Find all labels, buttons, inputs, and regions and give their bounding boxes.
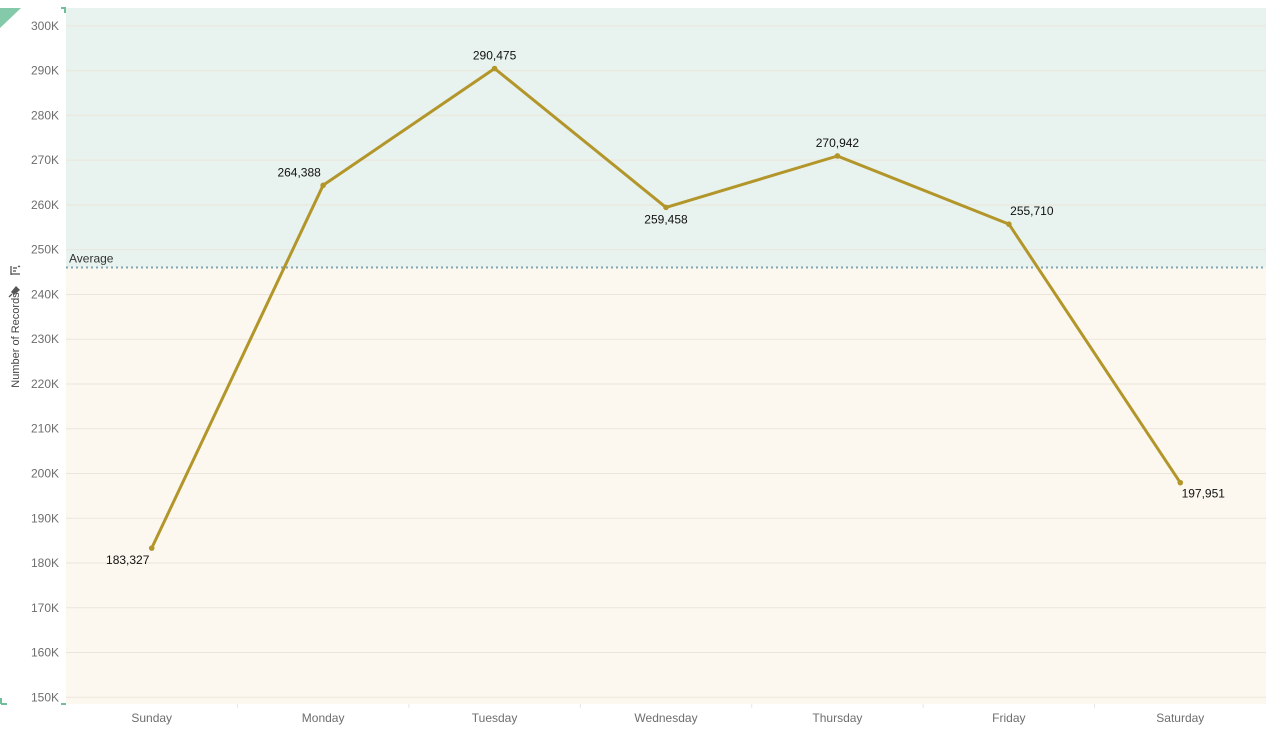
x-tick-label: Tuesday	[472, 711, 518, 725]
above-average-band	[66, 8, 1266, 268]
corner-marker-bottom-left	[0, 698, 66, 705]
data-point[interactable]	[320, 182, 326, 189]
y-tick-label: 170K	[31, 601, 59, 615]
x-tick-label: Thursday	[812, 711, 862, 725]
x-tick-label: Sunday	[131, 711, 172, 725]
data-label: 255,710	[1010, 204, 1054, 218]
x-tick-label: Monday	[302, 711, 345, 725]
data-point[interactable]	[491, 65, 498, 72]
corner-marker-top-left	[0, 7, 66, 28]
y-tick-label: 290K	[31, 64, 59, 78]
y-tick-label: 230K	[31, 332, 59, 346]
y-tick-label: 190K	[31, 511, 59, 525]
data-label: 270,942	[816, 136, 860, 150]
gridlines	[66, 25, 1266, 698]
x-tick-label: Friday	[992, 711, 1025, 725]
y-tick-label: 280K	[31, 108, 59, 122]
data-label: 183,327	[106, 553, 150, 567]
data-point[interactable]	[1177, 479, 1184, 486]
x-tick-label: Wednesday	[634, 711, 697, 725]
y-tick-label: 250K	[31, 243, 59, 257]
y-tick-label: 240K	[31, 287, 59, 301]
data-label: 197,951	[1182, 487, 1226, 501]
y-axis-title: Number of Records	[10, 292, 22, 388]
y-tick-label: 150K	[31, 690, 59, 704]
y-tick-label: 210K	[31, 422, 59, 436]
sort-icon[interactable]	[10, 265, 21, 275]
below-average-band	[66, 267, 1266, 704]
data-point[interactable]	[148, 545, 155, 551]
pin-icon[interactable]	[8, 286, 20, 298]
y-tick-label: 160K	[31, 646, 59, 660]
y-axis-ticks: 150K 160K 170K 180K 190K 200K 210K 220K 230K 240K…	[31, 19, 59, 704]
x-tick-label: Saturday	[1156, 711, 1204, 725]
y-tick-label: 270K	[31, 153, 59, 167]
y-tick-label: 260K	[31, 198, 59, 212]
data-points	[148, 65, 1184, 551]
data-label: 290,475	[473, 49, 517, 63]
data-point[interactable]	[663, 204, 669, 211]
data-label: 259,458	[644, 212, 688, 226]
data-label: 264,388	[277, 165, 321, 179]
y-tick-label: 220K	[31, 377, 59, 391]
data-point[interactable]	[1006, 221, 1012, 227]
average-label: Average	[69, 251, 114, 265]
x-axis-categories: Sunday Monday Tuesday Wednesday Thursday Frid…	[131, 704, 1204, 725]
data-labels: 183,327 264,388 290,475 259,458 270,942 255,7…	[106, 49, 1225, 568]
y-tick-label: 200K	[31, 466, 59, 480]
y-tick-label: 300K	[31, 19, 59, 33]
data-point[interactable]	[834, 153, 841, 159]
y-tick-label: 180K	[31, 556, 59, 570]
